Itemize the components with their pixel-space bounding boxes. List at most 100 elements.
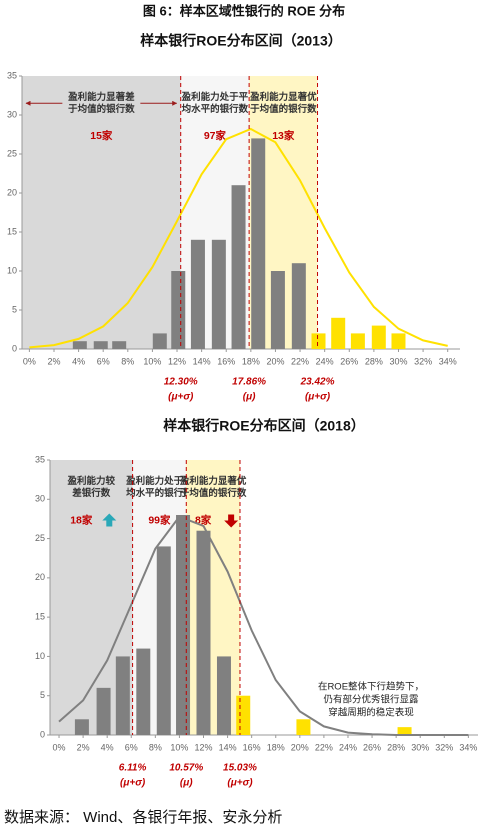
- region-background: [22, 76, 181, 349]
- marker-label: 15.03%: [223, 763, 257, 774]
- region-label: 盈利能力处于平: [125, 475, 193, 487]
- bar: [156, 546, 171, 735]
- bar: [251, 138, 266, 349]
- bar: [296, 719, 311, 735]
- x-tick-label: 34%: [459, 742, 477, 752]
- bar: [136, 648, 151, 735]
- y-tick-label: 0: [12, 343, 17, 353]
- region-count: 97家: [204, 129, 227, 142]
- bar: [93, 341, 108, 349]
- x-tick-label: 30%: [389, 356, 407, 366]
- bar: [74, 719, 89, 735]
- y-tick-label: 5: [12, 304, 17, 314]
- region-background: [186, 460, 240, 735]
- x-tick-label: 2%: [77, 742, 90, 752]
- bar: [231, 185, 246, 349]
- x-tick-label: 10%: [143, 356, 161, 366]
- x-tick-label: 30%: [411, 742, 429, 752]
- x-tick-label: 22%: [315, 742, 333, 752]
- x-tick-label: 32%: [435, 742, 453, 752]
- source: 数据来源： Wind、各银行年报、安永分析: [4, 809, 282, 826]
- bar: [236, 695, 251, 735]
- bar: [397, 727, 412, 735]
- marker-note: (μ+σ): [168, 392, 194, 403]
- y-tick-label: 15: [7, 226, 17, 236]
- x-tick-label: 4%: [72, 356, 85, 366]
- annotation: 仍有部分优秀银行显露: [323, 694, 419, 706]
- marker-note: (μ+σ): [305, 392, 331, 403]
- marker-label: 23.42%: [300, 377, 335, 388]
- x-tick-label: 16%: [243, 742, 261, 752]
- y-tick-label: 30: [7, 109, 17, 119]
- bar: [115, 656, 130, 735]
- bar: [331, 317, 346, 349]
- y-tick-label: 35: [35, 454, 45, 464]
- x-tick-label: 28%: [387, 742, 405, 752]
- x-tick-label: 8%: [149, 742, 162, 752]
- chart-title: 样本银行ROE分布区间（2013）: [140, 33, 341, 49]
- normal-curve: [58, 515, 469, 736]
- marker-label: 17.86%: [232, 377, 266, 388]
- y-tick-label: 20: [35, 572, 45, 582]
- marker-note: (μ): [180, 778, 193, 789]
- region-count: 99家: [148, 513, 171, 526]
- marker-note: (μ): [243, 392, 256, 403]
- region-label: 盈利能力显著优: [179, 475, 247, 487]
- region-label: 于均值的银行数: [180, 487, 247, 499]
- region-label: 盈利能力显著差: [67, 91, 135, 103]
- x-tick-label: 16%: [217, 356, 235, 366]
- region-count: 15家: [90, 129, 113, 142]
- annotation: 穿越周期的稳定表现: [328, 707, 414, 719]
- x-tick-label: 0%: [53, 742, 66, 752]
- y-tick-label: 15: [35, 612, 45, 622]
- trend-arrow: [102, 513, 117, 527]
- bar: [152, 333, 167, 349]
- y-tick-label: 10: [7, 265, 17, 275]
- region-label: 盈利能力较: [67, 475, 116, 487]
- region-count: 8家: [195, 513, 212, 526]
- x-tick-label: 34%: [439, 356, 457, 366]
- region-label: 盈利能力处于平: [181, 91, 249, 103]
- x-tick-label: 18%: [242, 356, 260, 366]
- y-tick-label: 10: [35, 651, 45, 661]
- x-tick-label: 26%: [340, 356, 358, 366]
- bar: [391, 333, 406, 349]
- bar: [350, 333, 365, 349]
- marker-label: 12.30%: [164, 377, 198, 388]
- bar: [270, 271, 285, 349]
- x-tick-label: 4%: [101, 742, 114, 752]
- bar: [311, 333, 326, 349]
- y-tick-label: 0: [40, 729, 45, 739]
- bar: [190, 239, 205, 349]
- x-tick-label: 2%: [47, 356, 60, 366]
- x-tick-label: 10%: [170, 742, 188, 752]
- region-label: 盈利能力显著优: [249, 91, 317, 103]
- x-tick-label: 14%: [193, 356, 211, 366]
- x-tick-label: 20%: [266, 356, 284, 366]
- x-tick-label: 24%: [339, 742, 357, 752]
- x-tick-label: 24%: [316, 356, 334, 366]
- region-label: 均水平的银行数: [182, 103, 249, 115]
- y-tick-label: 5: [40, 690, 45, 700]
- y-tick-label: 25: [7, 148, 17, 158]
- marker-label: 6.11%: [119, 763, 147, 774]
- chart-title: 样本银行ROE分布区间（2018）: [163, 418, 364, 434]
- bar: [171, 271, 186, 349]
- bar: [96, 687, 111, 735]
- annotation: 在ROE整体下行趋势下，: [318, 681, 424, 693]
- region-label: 于均值的银行数: [250, 103, 317, 115]
- x-tick-label: 6%: [97, 356, 110, 366]
- x-tick-label: 26%: [363, 742, 381, 752]
- x-tick-label: 12%: [194, 742, 212, 752]
- y-tick-label: 35: [7, 70, 17, 80]
- trend-arrow: [224, 514, 239, 528]
- x-tick-label: 6%: [125, 742, 138, 752]
- x-tick-label: 18%: [267, 742, 285, 752]
- x-tick-label: 8%: [121, 356, 134, 366]
- bar: [196, 530, 211, 735]
- y-tick-label: 30: [35, 494, 45, 504]
- x-tick-label: 0%: [23, 356, 36, 366]
- bar: [211, 239, 226, 349]
- y-tick-label: 20: [7, 187, 17, 197]
